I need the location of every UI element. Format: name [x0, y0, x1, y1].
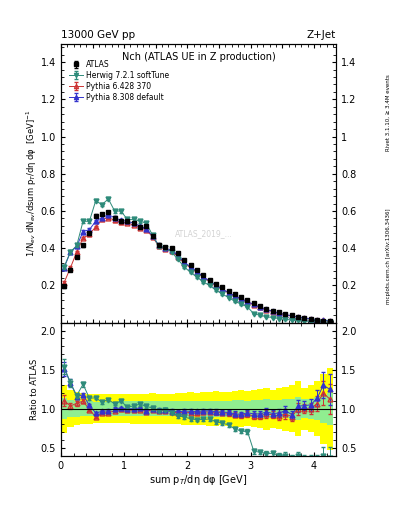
Text: ATLAS_2019_...: ATLAS_2019_...: [175, 229, 233, 238]
X-axis label: sum p$_T$/dη dφ [GeV]: sum p$_T$/dη dφ [GeV]: [149, 473, 248, 487]
Y-axis label: Ratio to ATLAS: Ratio to ATLAS: [30, 358, 39, 420]
Text: Rivet 3.1.10, ≥ 3.4M events: Rivet 3.1.10, ≥ 3.4M events: [386, 74, 391, 151]
Text: Nch (ATLAS UE in Z production): Nch (ATLAS UE in Z production): [121, 52, 275, 62]
Y-axis label: 1/N$_{ev}$ dN$_{ev}$/dsum p$_T$/dη dφ  [GeV]$^{-1}$: 1/N$_{ev}$ dN$_{ev}$/dsum p$_T$/dη dφ [G…: [25, 109, 39, 257]
Text: Z+Jet: Z+Jet: [307, 30, 336, 40]
Text: mcplots.cern.ch [arXiv:1306.3436]: mcplots.cern.ch [arXiv:1306.3436]: [386, 208, 391, 304]
Legend: ATLAS, Herwig 7.2.1 softTune, Pythia 6.428 370, Pythia 8.308 default: ATLAS, Herwig 7.2.1 softTune, Pythia 6.4…: [68, 58, 171, 103]
Text: 13000 GeV pp: 13000 GeV pp: [61, 30, 135, 40]
